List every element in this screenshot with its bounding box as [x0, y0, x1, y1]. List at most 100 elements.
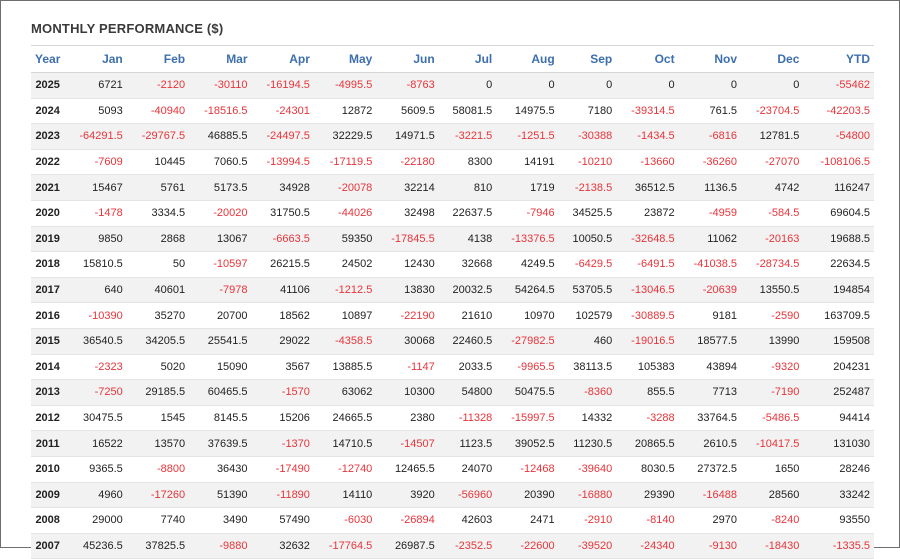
row-year: 2022 [31, 149, 65, 176]
cell-oct: 29390 [616, 482, 679, 509]
cell-sep: 102579 [558, 302, 617, 329]
cell-ytd: -55462 [803, 72, 874, 99]
cell-oct: 855.5 [616, 379, 679, 406]
cell-jan: 640 [64, 277, 127, 304]
cell-nov: 9181 [678, 302, 741, 329]
cell-jul: -2352.5 [438, 533, 497, 559]
cell-sep: 10050.5 [558, 226, 617, 253]
column-header-sep: Sep [558, 45, 617, 73]
cell-may: -6030 [313, 507, 377, 534]
table-row: 2025 6721 -2120 -30110 -16194.5 -4995.5 -8763 0… [31, 72, 874, 99]
cell-aug: 14975.5 [496, 98, 559, 125]
cell-ytd: 252487 [803, 379, 874, 406]
table-row: 2024 5093 -40940 -18516.5 -24301 12872 5609.5 5… [31, 98, 874, 125]
cell-mar: 20700 [189, 302, 252, 329]
cell-feb: -8800 [126, 456, 190, 483]
cell-apr: -17490 [251, 456, 314, 483]
cell-aug: 39052.5 [496, 430, 559, 457]
row-year: 2016 [31, 302, 65, 329]
table-row: 2011 16522 13570 37639.5 -1370 14710.5 -14507 1… [31, 430, 874, 457]
table-row: 2008 29000 7740 3490 57490 -6030 -26894 42603 24… [31, 507, 874, 534]
cell-dec: -23704.5 [741, 98, 804, 125]
cell-dec: -8240 [741, 507, 804, 534]
cell-jun: -8763 [376, 72, 439, 99]
cell-nov: 43894 [678, 354, 741, 381]
cell-may: 63062 [313, 379, 377, 406]
cell-apr: -16194.5 [251, 72, 314, 99]
cell-apr: 34928 [251, 174, 314, 201]
cell-dec: -7190 [741, 379, 804, 406]
cell-oct: -30889.5 [616, 302, 679, 329]
cell-jan: -64291.5 [64, 123, 127, 150]
cell-feb: 13570 [126, 430, 190, 457]
cell-oct: 20865.5 [616, 430, 679, 457]
cell-feb: 50 [126, 251, 190, 278]
cell-mar: 15090 [189, 354, 252, 381]
table-row: 2021 15467 5761 5173.5 34928 -20078 32214 810 17… [31, 174, 874, 201]
cell-oct: 36512.5 [616, 174, 679, 201]
table-row: 2009 4960 -17260 51390 -11890 14110 3920 -56960… [31, 482, 874, 509]
cell-apr: 29022 [251, 328, 314, 355]
cell-oct: -6491.5 [616, 251, 679, 278]
cell-oct: 105383 [616, 354, 679, 381]
cell-jul: 22460.5 [438, 328, 497, 355]
cell-oct: -32648.5 [616, 226, 679, 253]
row-year: 2011 [31, 430, 65, 457]
cell-may: -44026 [313, 200, 377, 227]
cell-may: 32229.5 [313, 123, 377, 150]
cell-dec: -9320 [741, 354, 804, 381]
cell-jun: -14507 [376, 430, 439, 457]
cell-sep: -39520 [558, 533, 617, 559]
cell-jul: 8300 [438, 149, 497, 176]
cell-mar: -7978 [189, 277, 252, 304]
cell-nov: 761.5 [678, 98, 741, 125]
cell-ytd: -1335.5 [803, 533, 874, 559]
cell-nov: -6816 [678, 123, 741, 150]
cell-jul: 0 [438, 72, 497, 99]
cell-aug: -13376.5 [496, 226, 559, 253]
row-year: 2019 [31, 226, 65, 253]
cell-feb: -40940 [126, 98, 190, 125]
cell-feb: 3334.5 [126, 200, 190, 227]
cell-mar: 46885.5 [189, 123, 252, 150]
cell-sep: -10210 [558, 149, 617, 176]
cell-aug: 2471 [496, 507, 559, 534]
column-header-jan: Jan [64, 45, 127, 73]
cell-mar: -18516.5 [189, 98, 252, 125]
panel-title: MONTHLY PERFORMANCE ($) [31, 21, 224, 36]
cell-feb: 2868 [126, 226, 190, 253]
cell-feb: 34205.5 [126, 328, 190, 355]
row-year: 2018 [31, 251, 65, 278]
cell-aug: -22600 [496, 533, 559, 559]
cell-nov: -41038.5 [678, 251, 741, 278]
cell-sep: 38113.5 [558, 354, 617, 381]
cell-jan: 29000 [64, 507, 127, 534]
cell-dec: -28734.5 [741, 251, 804, 278]
cell-oct: 23872 [616, 200, 679, 227]
cell-apr: -24301 [251, 98, 314, 125]
column-header-feb: Feb [126, 45, 190, 73]
cell-jun: -1147 [376, 354, 439, 381]
cell-sep: -2138.5 [558, 174, 617, 201]
cell-dec: -584.5 [741, 200, 804, 227]
cell-feb: 1545 [126, 405, 190, 432]
row-year: 2021 [31, 174, 65, 201]
cell-feb: 35270 [126, 302, 190, 329]
cell-mar: 36430 [189, 456, 252, 483]
cell-mar: -9880 [189, 533, 252, 559]
cell-nov: -9130 [678, 533, 741, 559]
cell-jan: -1478 [64, 200, 127, 227]
cell-aug: -12468 [496, 456, 559, 483]
cell-apr: 3567 [251, 354, 314, 381]
row-year: 2023 [31, 123, 65, 150]
cell-mar: 8145.5 [189, 405, 252, 432]
cell-nov: -20639 [678, 277, 741, 304]
cell-mar: -20020 [189, 200, 252, 227]
cell-sep: 460 [558, 328, 617, 355]
row-year: 2008 [31, 507, 65, 534]
cell-jul: 810 [438, 174, 497, 201]
cell-mar: 25541.5 [189, 328, 252, 355]
cell-ytd: 194854 [803, 277, 874, 304]
cell-dec: -5486.5 [741, 405, 804, 432]
